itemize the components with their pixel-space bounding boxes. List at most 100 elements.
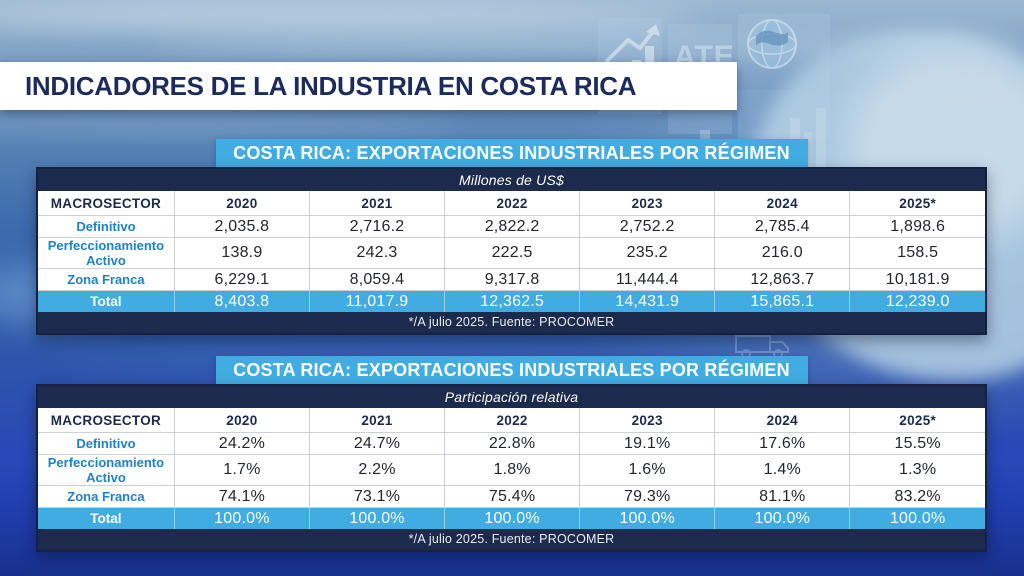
table-cell: 222.5 bbox=[444, 237, 581, 269]
row-label: Zona Franca bbox=[38, 268, 175, 291]
table-cell: 24.2% bbox=[173, 432, 310, 455]
column-header: 2025* bbox=[849, 191, 985, 216]
table-cell: 6,229.1 bbox=[173, 268, 310, 291]
table-cell: 100.0% bbox=[714, 507, 851, 529]
table-title-bar: COSTA RICA: EXPORTACIONES INDUSTRIALES P… bbox=[215, 356, 808, 384]
table-row: Perfeccionamiento Activo 138.9 242.3 222… bbox=[38, 237, 985, 269]
background-streak bbox=[150, 36, 1024, 54]
table-cell: 2,822.2 bbox=[444, 215, 581, 238]
table-footnote: */A julio 2025. Fuente: PROCOMER bbox=[38, 529, 985, 550]
table-cell: 2.2% bbox=[308, 454, 446, 486]
column-header: 2020 bbox=[173, 408, 310, 433]
table-row: Definitivo 24.2% 24.7% 22.8% 19.1% 17.6%… bbox=[38, 432, 985, 455]
table-cell: 100.0% bbox=[308, 507, 446, 529]
table-cell: 2,716.2 bbox=[308, 215, 446, 238]
row-label: Perfeccionamiento Activo bbox=[38, 454, 175, 486]
table-row: Perfeccionamiento Activo 1.7% 2.2% 1.8% … bbox=[38, 454, 985, 486]
table-row: Definitivo 2,035.8 2,716.2 2,822.2 2,752… bbox=[38, 215, 985, 238]
column-header: MACROSECTOR bbox=[38, 191, 175, 216]
table-cell: 8,403.8 bbox=[173, 290, 310, 312]
table-cell: 100.0% bbox=[173, 507, 310, 529]
table-cell: 100.0% bbox=[444, 507, 581, 529]
row-label: Definitivo bbox=[38, 215, 175, 238]
table-cell: 158.5 bbox=[849, 237, 985, 269]
row-label: Definitivo bbox=[38, 432, 175, 455]
table-cell: 100.0% bbox=[849, 507, 985, 529]
table-row: Zona Franca 6,229.1 8,059.4 9,317.8 11,4… bbox=[38, 268, 985, 291]
data-table-frame: Millones de US$ MACROSECTOR 2020 2021 20… bbox=[36, 167, 987, 335]
background-streak bbox=[0, 4, 700, 30]
row-label: Total bbox=[38, 507, 175, 529]
exports-table-millions-section: COSTA RICA: EXPORTACIONES INDUSTRIALES P… bbox=[36, 139, 987, 335]
table-cell: 14,431.9 bbox=[579, 290, 716, 312]
table-cell: 10,181.9 bbox=[849, 268, 985, 291]
column-header: 2023 bbox=[579, 408, 716, 433]
table-cell: 74.1% bbox=[173, 485, 310, 508]
column-header: 2021 bbox=[308, 408, 446, 433]
column-header: 2023 bbox=[579, 191, 716, 216]
table-cell: 242.3 bbox=[308, 237, 446, 269]
table-footnote: */A julio 2025. Fuente: PROCOMER bbox=[38, 312, 985, 333]
exports-table-relative: MACROSECTOR 2020 2021 2022 2023 2024 202… bbox=[38, 408, 985, 529]
table-cell: 12,863.7 bbox=[714, 268, 851, 291]
column-header: 2025* bbox=[849, 408, 985, 433]
table-cell: 1,898.6 bbox=[849, 215, 985, 238]
table-cell: 11,444.4 bbox=[579, 268, 716, 291]
table-cell: 19.1% bbox=[579, 432, 716, 455]
column-header: 2022 bbox=[444, 408, 581, 433]
header-row: MACROSECTOR 2020 2021 2022 2023 2024 202… bbox=[38, 408, 985, 433]
table-cell: 75.4% bbox=[444, 485, 581, 508]
table-cell: 2,752.2 bbox=[579, 215, 716, 238]
column-header: MACROSECTOR bbox=[38, 408, 175, 433]
page-title: INDICADORES DE LA INDUSTRIA EN COSTA RIC… bbox=[25, 70, 637, 101]
table-cell: 1.8% bbox=[444, 454, 581, 486]
background-streak bbox=[0, 116, 460, 132]
exports-table-relative-section: COSTA RICA: EXPORTACIONES INDUSTRIALES P… bbox=[36, 356, 987, 552]
table-cell: 83.2% bbox=[849, 485, 985, 508]
table-cell: 15,865.1 bbox=[714, 290, 851, 312]
table-cell: 138.9 bbox=[173, 237, 310, 269]
table-cell: 79.3% bbox=[579, 485, 716, 508]
table-cell: 73.1% bbox=[308, 485, 446, 508]
table-cell: 1.7% bbox=[173, 454, 310, 486]
table-cell: 2,035.8 bbox=[173, 215, 310, 238]
table-cell: 12,362.5 bbox=[444, 290, 581, 312]
table-cell: 9,317.8 bbox=[444, 268, 581, 291]
table-cell: 81.1% bbox=[714, 485, 851, 508]
total-row: Total 100.0% 100.0% 100.0% 100.0% 100.0%… bbox=[38, 507, 985, 529]
table-cell: 15.5% bbox=[849, 432, 985, 455]
header-row: MACROSECTOR 2020 2021 2022 2023 2024 202… bbox=[38, 191, 985, 216]
table-cell: 216.0 bbox=[714, 237, 851, 269]
column-header: 2024 bbox=[714, 191, 851, 216]
truck-icon bbox=[735, 335, 789, 359]
row-label: Total bbox=[38, 290, 175, 312]
column-header: 2022 bbox=[444, 191, 581, 216]
table-cell: 1.4% bbox=[714, 454, 851, 486]
table-cell: 8,059.4 bbox=[308, 268, 446, 291]
table-cell: 12,239.0 bbox=[849, 290, 985, 312]
table-cell: 17.6% bbox=[714, 432, 851, 455]
exports-table-millions: MACROSECTOR 2020 2021 2022 2023 2024 202… bbox=[38, 191, 985, 312]
table-cell: 22.8% bbox=[444, 432, 581, 455]
page-title-banner: INDICADORES DE LA INDUSTRIA EN COSTA RIC… bbox=[0, 62, 737, 110]
column-header: 2021 bbox=[308, 191, 446, 216]
table-cell: 1.3% bbox=[849, 454, 985, 486]
column-header: 2024 bbox=[714, 408, 851, 433]
table-cell: 11,017.9 bbox=[308, 290, 446, 312]
table-subtitle: Participación relativa bbox=[38, 386, 985, 408]
table-cell: 2,785.4 bbox=[714, 215, 851, 238]
column-header: 2020 bbox=[173, 191, 310, 216]
table-cell: 24.7% bbox=[308, 432, 446, 455]
table-subtitle: Millones de US$ bbox=[38, 169, 985, 191]
table-cell: 235.2 bbox=[579, 237, 716, 269]
globe-icon bbox=[747, 19, 797, 69]
total-row: Total 8,403.8 11,017.9 12,362.5 14,431.9… bbox=[38, 290, 985, 312]
data-table-frame: Participación relativa MACROSECTOR 2020 … bbox=[36, 384, 987, 552]
table-row: Zona Franca 74.1% 73.1% 75.4% 79.3% 81.1… bbox=[38, 485, 985, 508]
row-label: Zona Franca bbox=[38, 485, 175, 508]
table-title-bar: COSTA RICA: EXPORTACIONES INDUSTRIALES P… bbox=[215, 139, 808, 167]
table-cell: 100.0% bbox=[579, 507, 716, 529]
row-label: Perfeccionamiento Activo bbox=[38, 237, 175, 269]
table-cell: 1.6% bbox=[579, 454, 716, 486]
